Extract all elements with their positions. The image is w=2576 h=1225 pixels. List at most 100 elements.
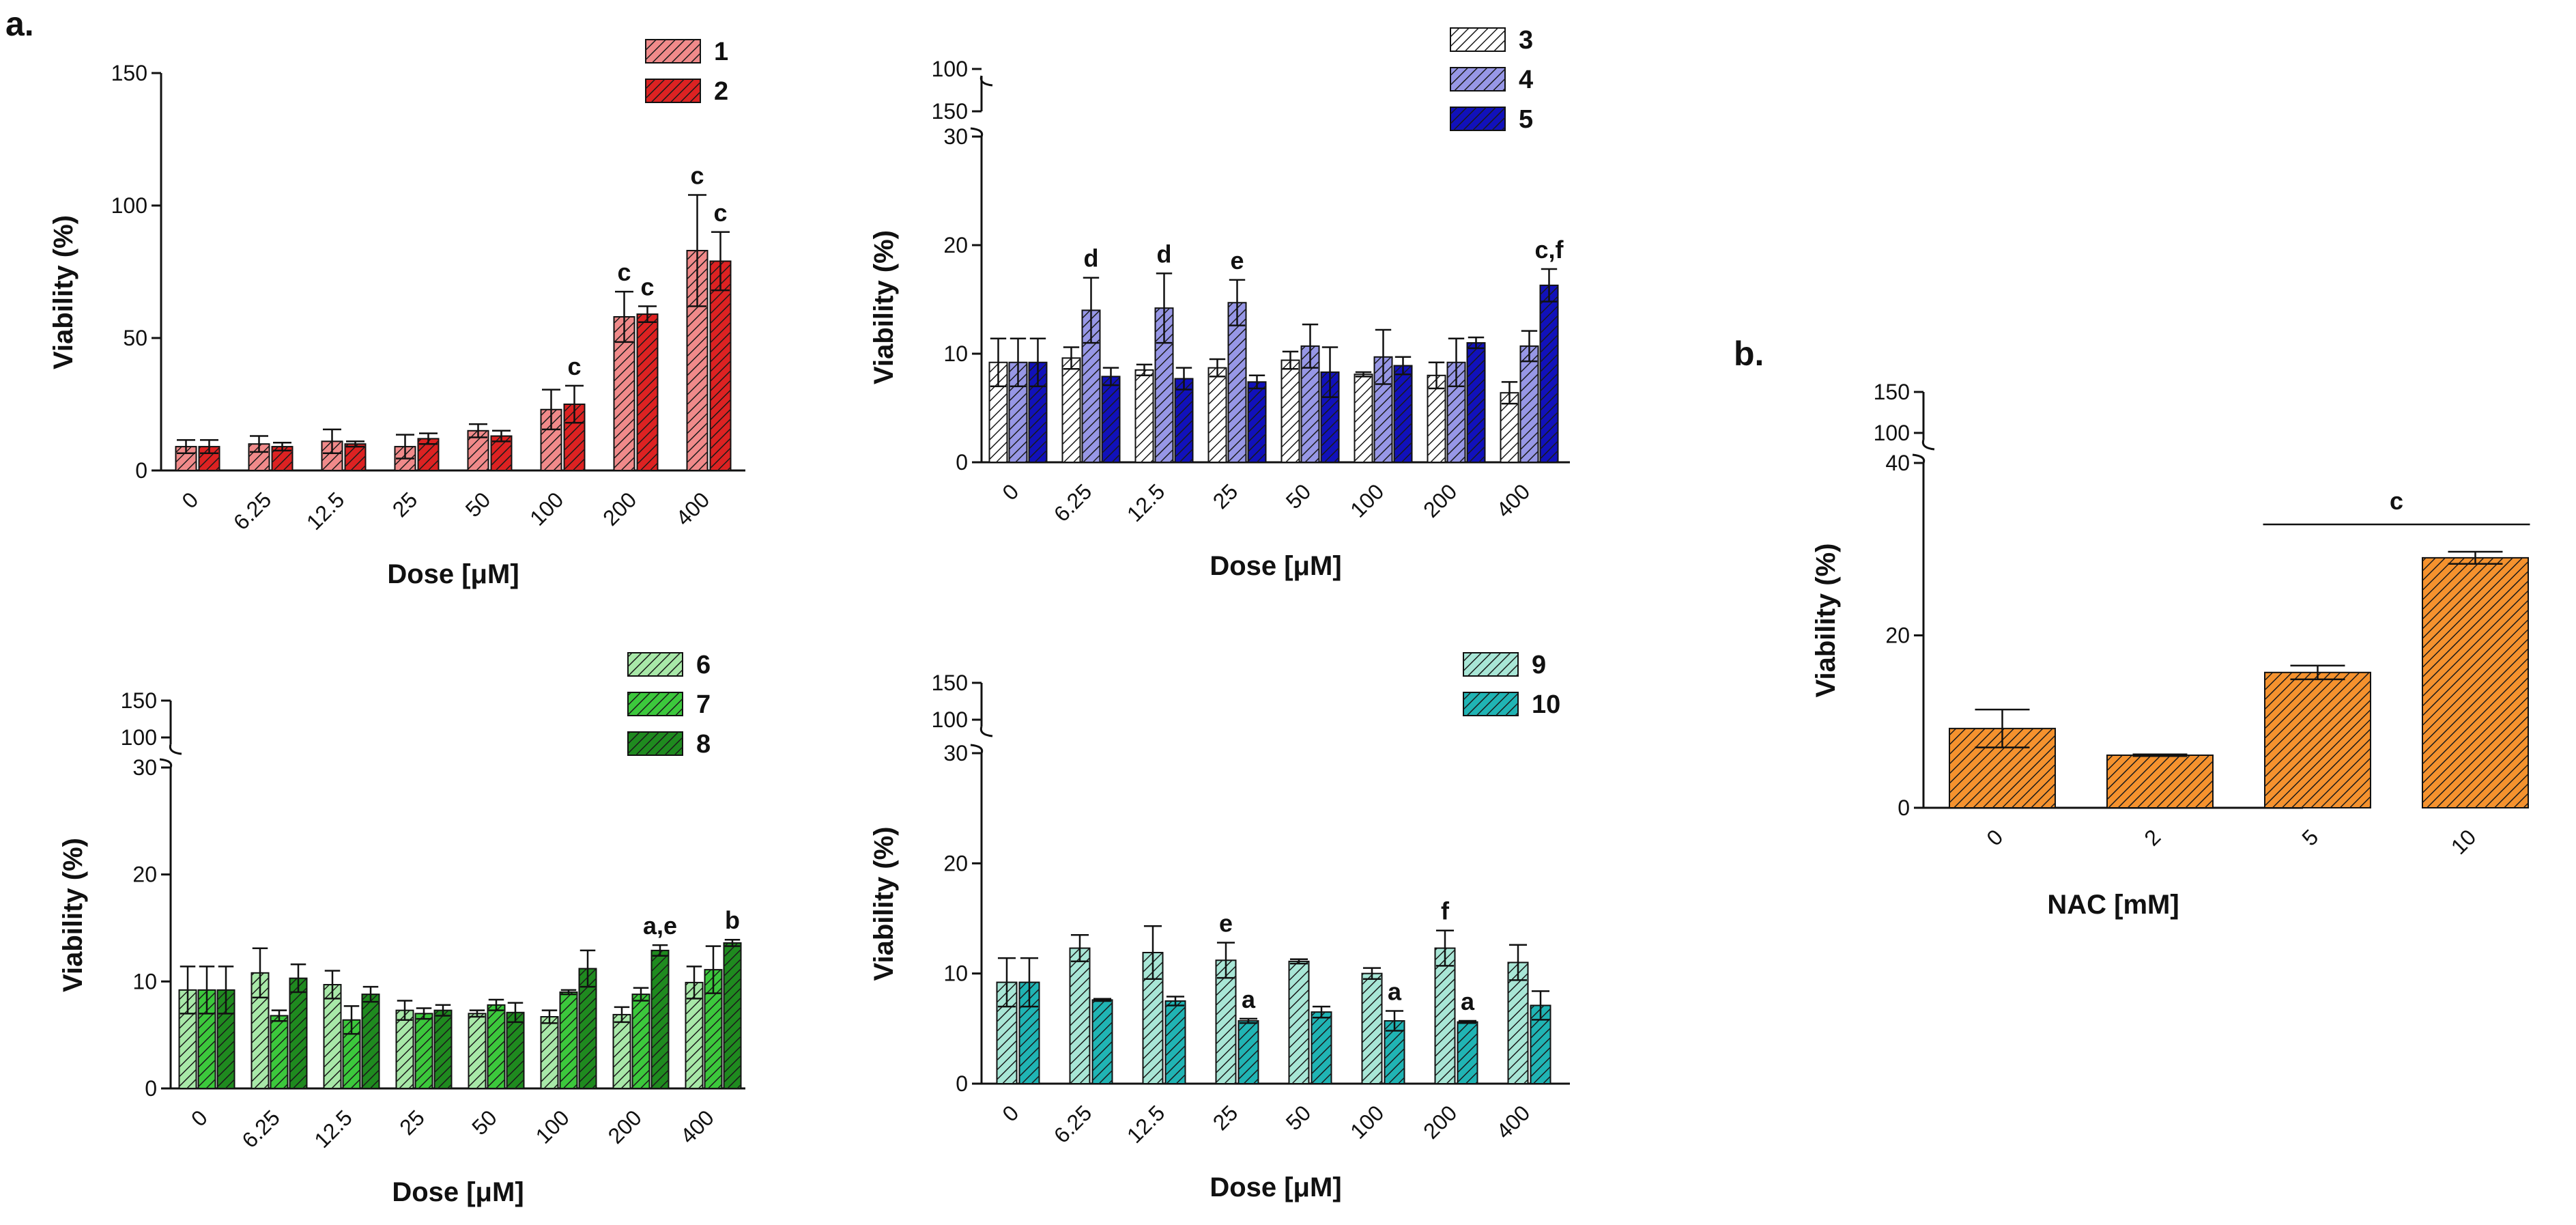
chart-panel-a1: 0 50 100 150 0 6.25 12.5 25 50 100 200 400 Dose [μM]… [48, 38, 745, 589]
legend-label: 6 [696, 651, 711, 679]
x-axis-title: Dose [μM] [392, 1177, 524, 1207]
x-tick-label: 0 [177, 488, 203, 513]
legend-label: 2 [714, 77, 728, 106]
y-tick-label: 150 [1874, 380, 1910, 404]
y-tick-label: 150 [121, 688, 157, 713]
legend-label: 1 [714, 38, 728, 66]
bar [1134, 369, 1154, 463]
bar [468, 1013, 487, 1090]
significance-label: a,e [643, 912, 677, 940]
bar [1101, 376, 1121, 464]
y-axis-title: Viability (%) [869, 827, 899, 981]
bar [1519, 345, 1539, 463]
x-tick-label: 25 [388, 488, 423, 522]
bar [1069, 947, 1091, 1085]
legend-swatch-hatch [646, 40, 700, 63]
x-tick-label: 100 [1345, 1101, 1388, 1144]
bar [289, 977, 308, 1089]
x-tick-label: 25 [1208, 1101, 1243, 1136]
significance-label: c [567, 352, 581, 380]
x-tick-label: 400 [1491, 1101, 1534, 1144]
y-tick-label: 150 [111, 61, 147, 85]
significance-label: c,f [1534, 236, 1564, 264]
bar [1247, 381, 1267, 464]
bar [1280, 359, 1300, 463]
x-tick-label: 0 [186, 1106, 212, 1131]
axis-break-mark [970, 127, 984, 137]
x-tick-label: 400 [676, 1106, 719, 1149]
bar [559, 991, 578, 1089]
legend-label: 5 [1519, 105, 1533, 134]
bar [1288, 960, 1310, 1085]
y-axis-title: Viability (%) [869, 230, 899, 384]
legend-label: 7 [696, 690, 711, 719]
x-tick-label: 200 [603, 1106, 646, 1149]
y-tick-label: 0 [1898, 795, 1910, 820]
x-tick-label: 6.25 [229, 488, 276, 535]
y-tick-label: 30 [943, 124, 968, 149]
x-tick-label: 5 [2297, 825, 2323, 851]
axis-break-mark [979, 726, 993, 737]
significance-label: c [713, 199, 727, 227]
y-tick-label: 10 [132, 969, 157, 994]
x-tick-label: 200 [598, 488, 641, 531]
x-tick-label: 50 [461, 488, 496, 522]
bar [270, 1015, 289, 1090]
legend-swatch-hatch [1450, 68, 1505, 91]
y-tick-label: 150 [932, 671, 968, 695]
y-tick-label: 10 [943, 961, 968, 986]
bar [1207, 367, 1227, 463]
x-tick-label: 12.5 [309, 1106, 356, 1153]
bar [1539, 284, 1559, 463]
x-tick-label: 100 [525, 488, 568, 531]
bar [1174, 378, 1194, 464]
bar [1227, 302, 1247, 463]
bar [2264, 671, 2371, 808]
legend-swatch-hatch [1463, 653, 1518, 676]
bar [1215, 959, 1237, 1084]
x-tick-label: 50 [1281, 479, 1316, 514]
significance-label: d [1157, 240, 1172, 268]
panel-label-b: b. [1734, 335, 1764, 373]
legend-swatch-hatch [628, 653, 683, 676]
legend-label: 9 [1532, 651, 1546, 679]
x-tick-label: 12.5 [302, 488, 349, 535]
y-tick-label: 20 [1885, 623, 1910, 648]
y-tick-label: 30 [132, 755, 157, 780]
bar [1091, 999, 1113, 1085]
y-tick-label: 100 [932, 707, 968, 732]
axis-break-mark [159, 758, 173, 768]
axis-break-mark [970, 744, 984, 754]
bar [723, 942, 742, 1090]
legend-label: 3 [1519, 26, 1533, 55]
significance-label: c [617, 258, 631, 286]
x-axis-title: Dose [μM] [1210, 551, 1341, 581]
bar [487, 1004, 506, 1090]
bar [1434, 947, 1456, 1085]
x-tick-label: 400 [671, 488, 714, 531]
y-tick-label: 50 [123, 326, 147, 350]
significance-label: e [1219, 909, 1233, 937]
y-tick-label: 100 [111, 193, 147, 218]
legend-swatch-hatch [628, 732, 683, 755]
x-tick-label: 100 [1345, 479, 1388, 522]
bar [709, 260, 732, 471]
bar [1457, 1021, 1478, 1084]
x-tick-label: 0 [1981, 825, 2007, 851]
axis-break-mark [979, 75, 993, 87]
axis-break-mark [1921, 439, 1935, 451]
significance-label: c [640, 272, 654, 300]
bar [1466, 342, 1486, 463]
significance-label: e [1230, 247, 1244, 274]
bar [414, 1013, 433, 1090]
y-tick-label: 40 [1885, 451, 1910, 475]
bar [1237, 1020, 1259, 1085]
x-tick-label: 200 [1418, 1101, 1461, 1144]
legend-swatch-hatch [646, 79, 700, 102]
legend-label: 8 [696, 730, 711, 759]
legend-label: 4 [1519, 66, 1533, 94]
legend-swatch-hatch [628, 692, 683, 716]
y-tick-label: 20 [943, 851, 968, 875]
bar [2106, 754, 2214, 809]
bar [506, 1011, 525, 1090]
